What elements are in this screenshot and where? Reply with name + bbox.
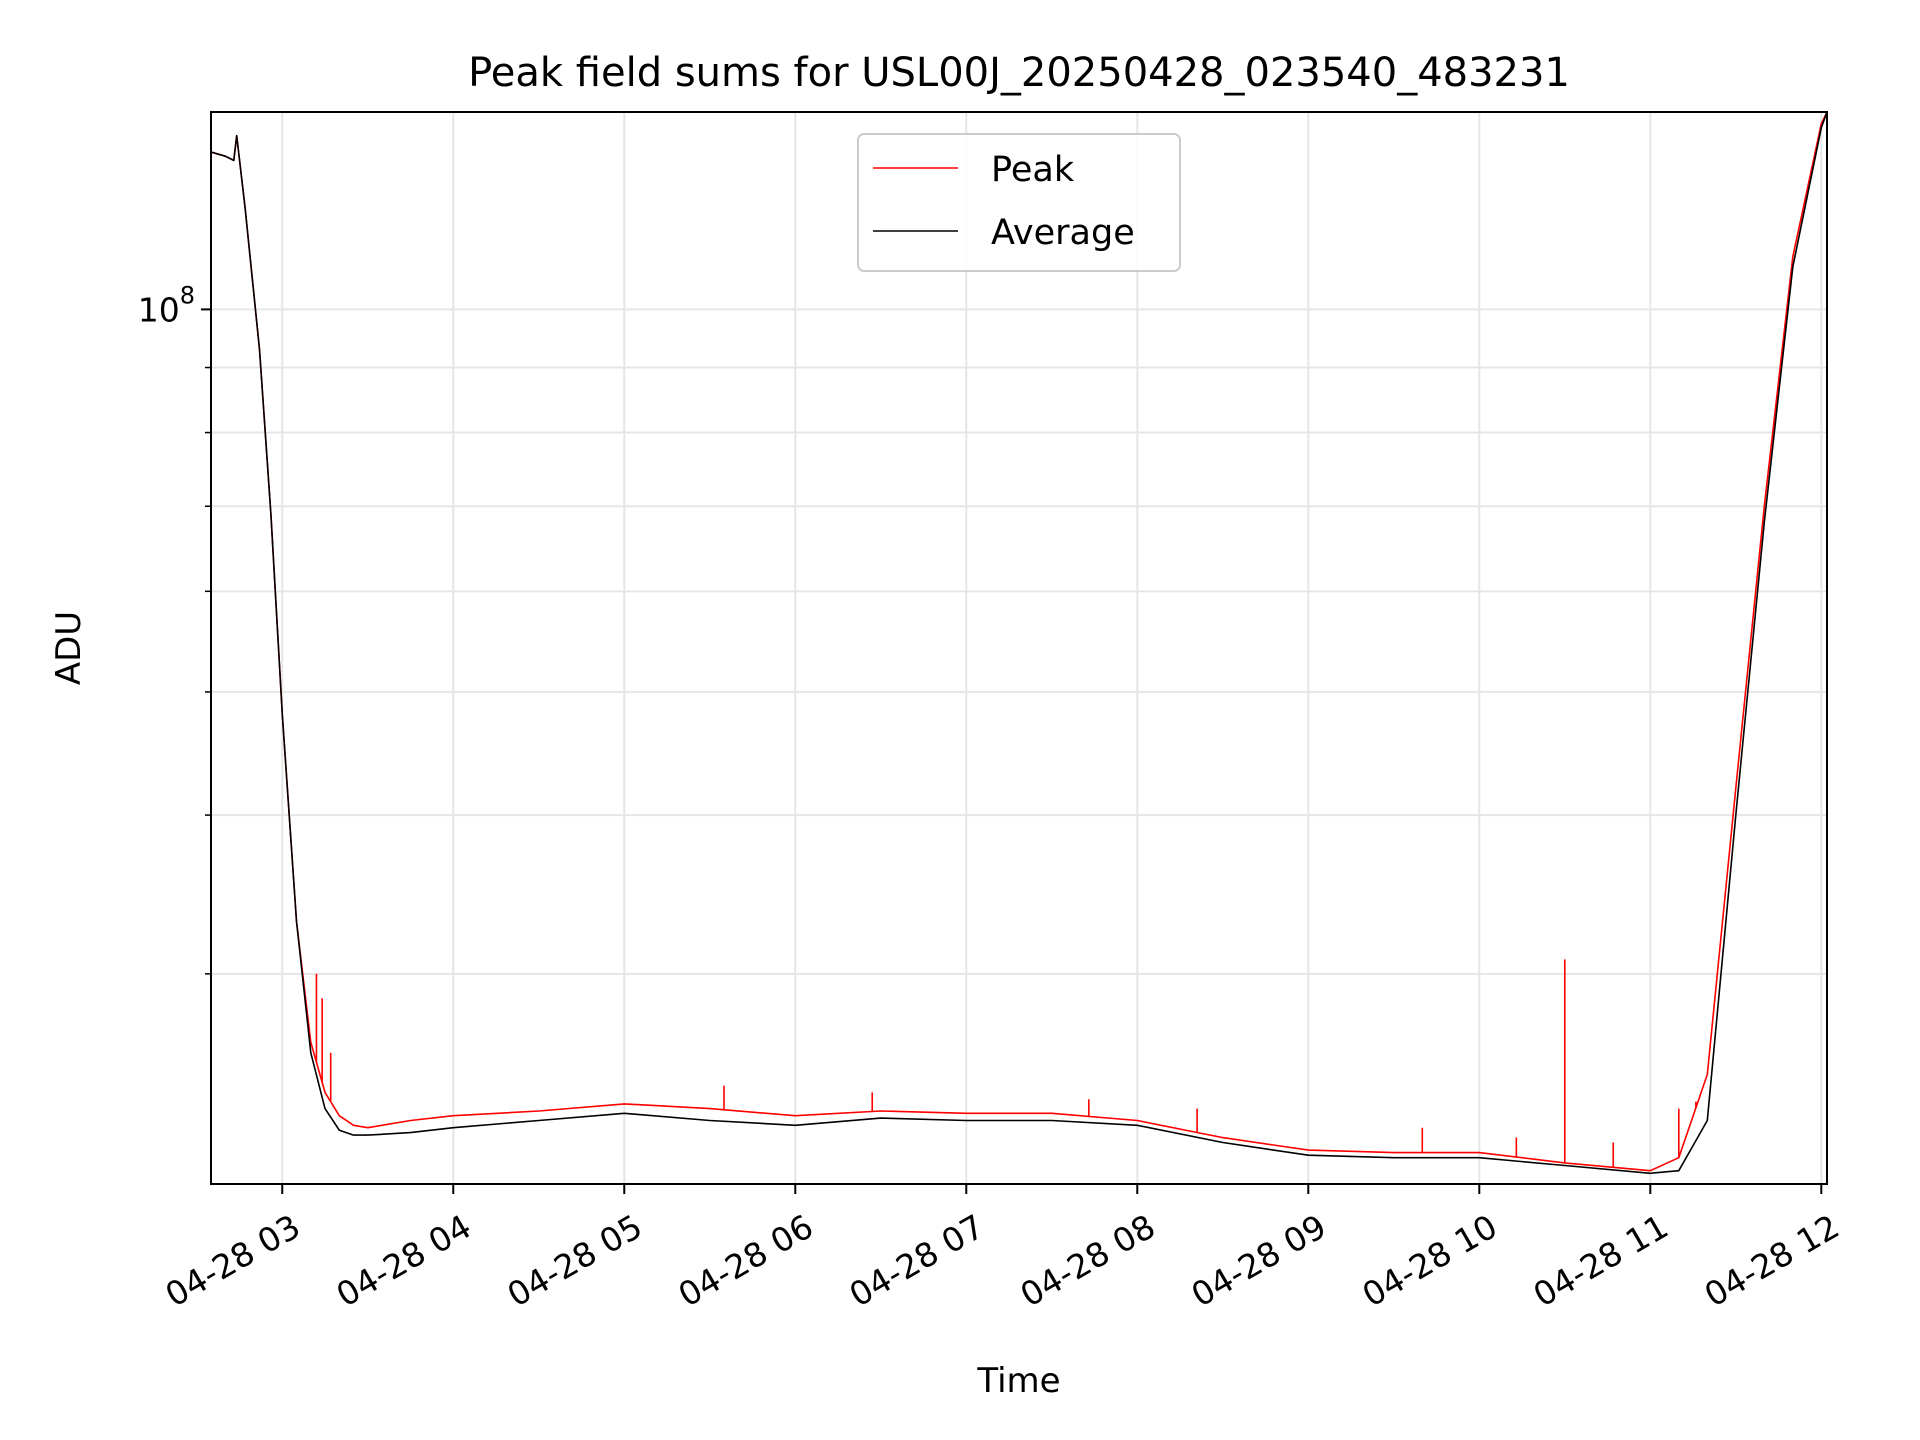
legend-label-average: Average xyxy=(991,213,1135,253)
chart-title: Peak field sums for USL00J_20250428_0235… xyxy=(468,50,1570,96)
plot-frame xyxy=(210,111,1828,1185)
y-tick-exponent: 8 xyxy=(180,281,195,309)
series-layer xyxy=(211,112,1827,1175)
legend-label-peak: Peak xyxy=(991,150,1075,190)
series-line-average xyxy=(211,112,1827,1175)
y-tick-label: 108 xyxy=(138,281,195,329)
x-axis-label: Time xyxy=(976,1361,1060,1401)
grid xyxy=(211,112,1827,1184)
y-tick-base: 10 xyxy=(138,290,180,329)
legend: Peak Average xyxy=(857,133,1181,272)
y-axis-label: ADU xyxy=(49,611,89,685)
